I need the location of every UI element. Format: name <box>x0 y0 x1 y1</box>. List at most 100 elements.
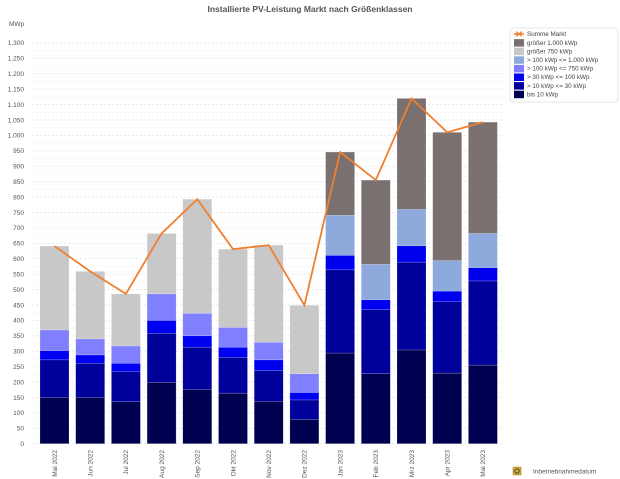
bar-segment <box>468 280 498 366</box>
bar-segment <box>432 290 462 302</box>
legend-box <box>509 27 619 103</box>
legend-swatch <box>514 90 524 99</box>
y-tick-label: 1.050 <box>8 117 25 124</box>
bar-stack <box>218 248 248 444</box>
y-tick-label: 150 <box>13 395 24 402</box>
x-tick-label: Sep 2022 <box>195 450 202 478</box>
bar-segment <box>432 301 462 374</box>
bar-segment <box>146 320 177 334</box>
bar-segment <box>361 179 391 265</box>
legend-label: > 10 kWp <= 30 kWp <box>527 83 586 90</box>
bar-stack <box>75 271 105 444</box>
y-tick-label: 1.000 <box>8 133 25 140</box>
x-tick-label: Aug 2022 <box>159 450 166 478</box>
y-tick-label: 900 <box>13 164 24 171</box>
bar-segment <box>182 389 213 444</box>
bar-stack <box>396 98 427 444</box>
bar-stack <box>361 179 391 444</box>
bar-stack <box>289 305 320 444</box>
bar-segment <box>325 255 355 271</box>
legend-label: bis 10 kWp <box>527 91 559 98</box>
x-tick-label: Okt 2022 <box>230 450 237 477</box>
bar-segment <box>289 392 320 401</box>
bar-segment <box>39 245 70 331</box>
bar-segment <box>218 248 248 328</box>
calendar-refresh-icon[interactable] <box>512 466 522 476</box>
bar-segment <box>325 269 355 354</box>
legend-swatch <box>514 47 524 56</box>
bar-segment <box>182 198 213 314</box>
legend-swatch <box>514 82 524 90</box>
bar-segment <box>468 267 498 282</box>
bar-stack <box>39 245 70 444</box>
x-tick-label: Mrz 2023 <box>409 450 416 477</box>
y-tick-label: 350 <box>13 333 24 340</box>
y-tick-label: 1.250 <box>8 56 25 63</box>
y-tick-label: 0 <box>20 441 24 448</box>
bar-segment <box>218 357 248 394</box>
y-tick-label: 400 <box>13 318 24 325</box>
bar-stack <box>182 198 213 444</box>
bar-segment <box>39 329 70 351</box>
x-tick-label: Mai 2023 <box>480 450 487 477</box>
y-tick-label: 550 <box>13 271 24 278</box>
bar-segment <box>39 397 70 444</box>
legend-item: > 30 kWp <= 100 kWp <box>514 73 590 81</box>
bar-segment <box>75 397 105 444</box>
bar-segment <box>75 271 105 340</box>
legend-swatch <box>514 73 524 81</box>
bar-segment <box>39 359 70 398</box>
legend-item: größer 750 kWp <box>514 47 573 56</box>
bar-segment <box>218 327 248 348</box>
y-tick-label: 50 <box>17 426 25 433</box>
bars <box>39 98 498 444</box>
bar-segment <box>253 244 284 343</box>
bar-segment <box>289 419 320 444</box>
y-tick-label: 300 <box>13 349 24 356</box>
bar-segment <box>396 98 427 210</box>
legend-swatch <box>514 39 524 47</box>
bar-segment <box>111 401 141 444</box>
bar-segment <box>75 362 105 398</box>
bar-segment <box>75 338 105 356</box>
x-axis-ticks: Mai 2022 Jun 2022 Jul 2022 Aug 2022 Sep 2022… <box>52 450 487 478</box>
y-tick-label: 800 <box>13 194 24 201</box>
x-axis-title-group: Inbetriebnahmedatum <box>512 466 596 476</box>
x-tick-label: Apr 2023 <box>445 450 452 477</box>
legend-item: größer 1.000 kWp <box>514 39 578 47</box>
legend-label: > 100 kWp <= 750 kWp <box>527 66 593 73</box>
bar-segment <box>218 392 248 444</box>
bar-segment <box>325 214 355 256</box>
bar-segment <box>253 370 284 402</box>
bar-segment <box>468 233 498 268</box>
y-tick-label: 1.300 <box>8 40 25 47</box>
legend-label: > 100 kWp <= 1.000 kWp <box>527 57 599 64</box>
y-tick-label: 1.100 <box>8 102 25 109</box>
bar-segment <box>289 305 320 374</box>
bar-segment <box>253 359 284 371</box>
bar-segment <box>111 371 141 403</box>
y-axis-label: MWp <box>9 21 25 28</box>
y-tick-label: 450 <box>13 302 24 309</box>
y-axis-ticks: 0 50 100 150 200 250 300 350 400 450 500 550 600 650 7… <box>8 40 25 448</box>
legend-label: > 30 kWp <= 100 kWp <box>527 74 590 81</box>
bar-segment <box>468 121 498 234</box>
y-tick-label: 650 <box>13 241 24 248</box>
y-tick-label: 100 <box>13 410 24 417</box>
bar-segment <box>325 151 355 216</box>
y-tick-label: 500 <box>13 287 24 294</box>
y-tick-label: 250 <box>13 364 24 371</box>
bar-stack <box>325 151 355 444</box>
legend-item: > 100 kWp <= 750 kWp <box>514 64 593 73</box>
bar-stack <box>432 132 462 444</box>
bar-segment <box>182 346 213 390</box>
bar-segment <box>111 293 141 347</box>
bar-segment <box>325 352 355 444</box>
bar-stack <box>111 293 141 444</box>
y-tick-label: 600 <box>13 256 24 263</box>
bar-segment <box>361 299 391 310</box>
bar-stack <box>146 233 177 444</box>
legend-label: Summe Markt <box>527 31 566 38</box>
legend-marker-icon <box>515 31 523 37</box>
